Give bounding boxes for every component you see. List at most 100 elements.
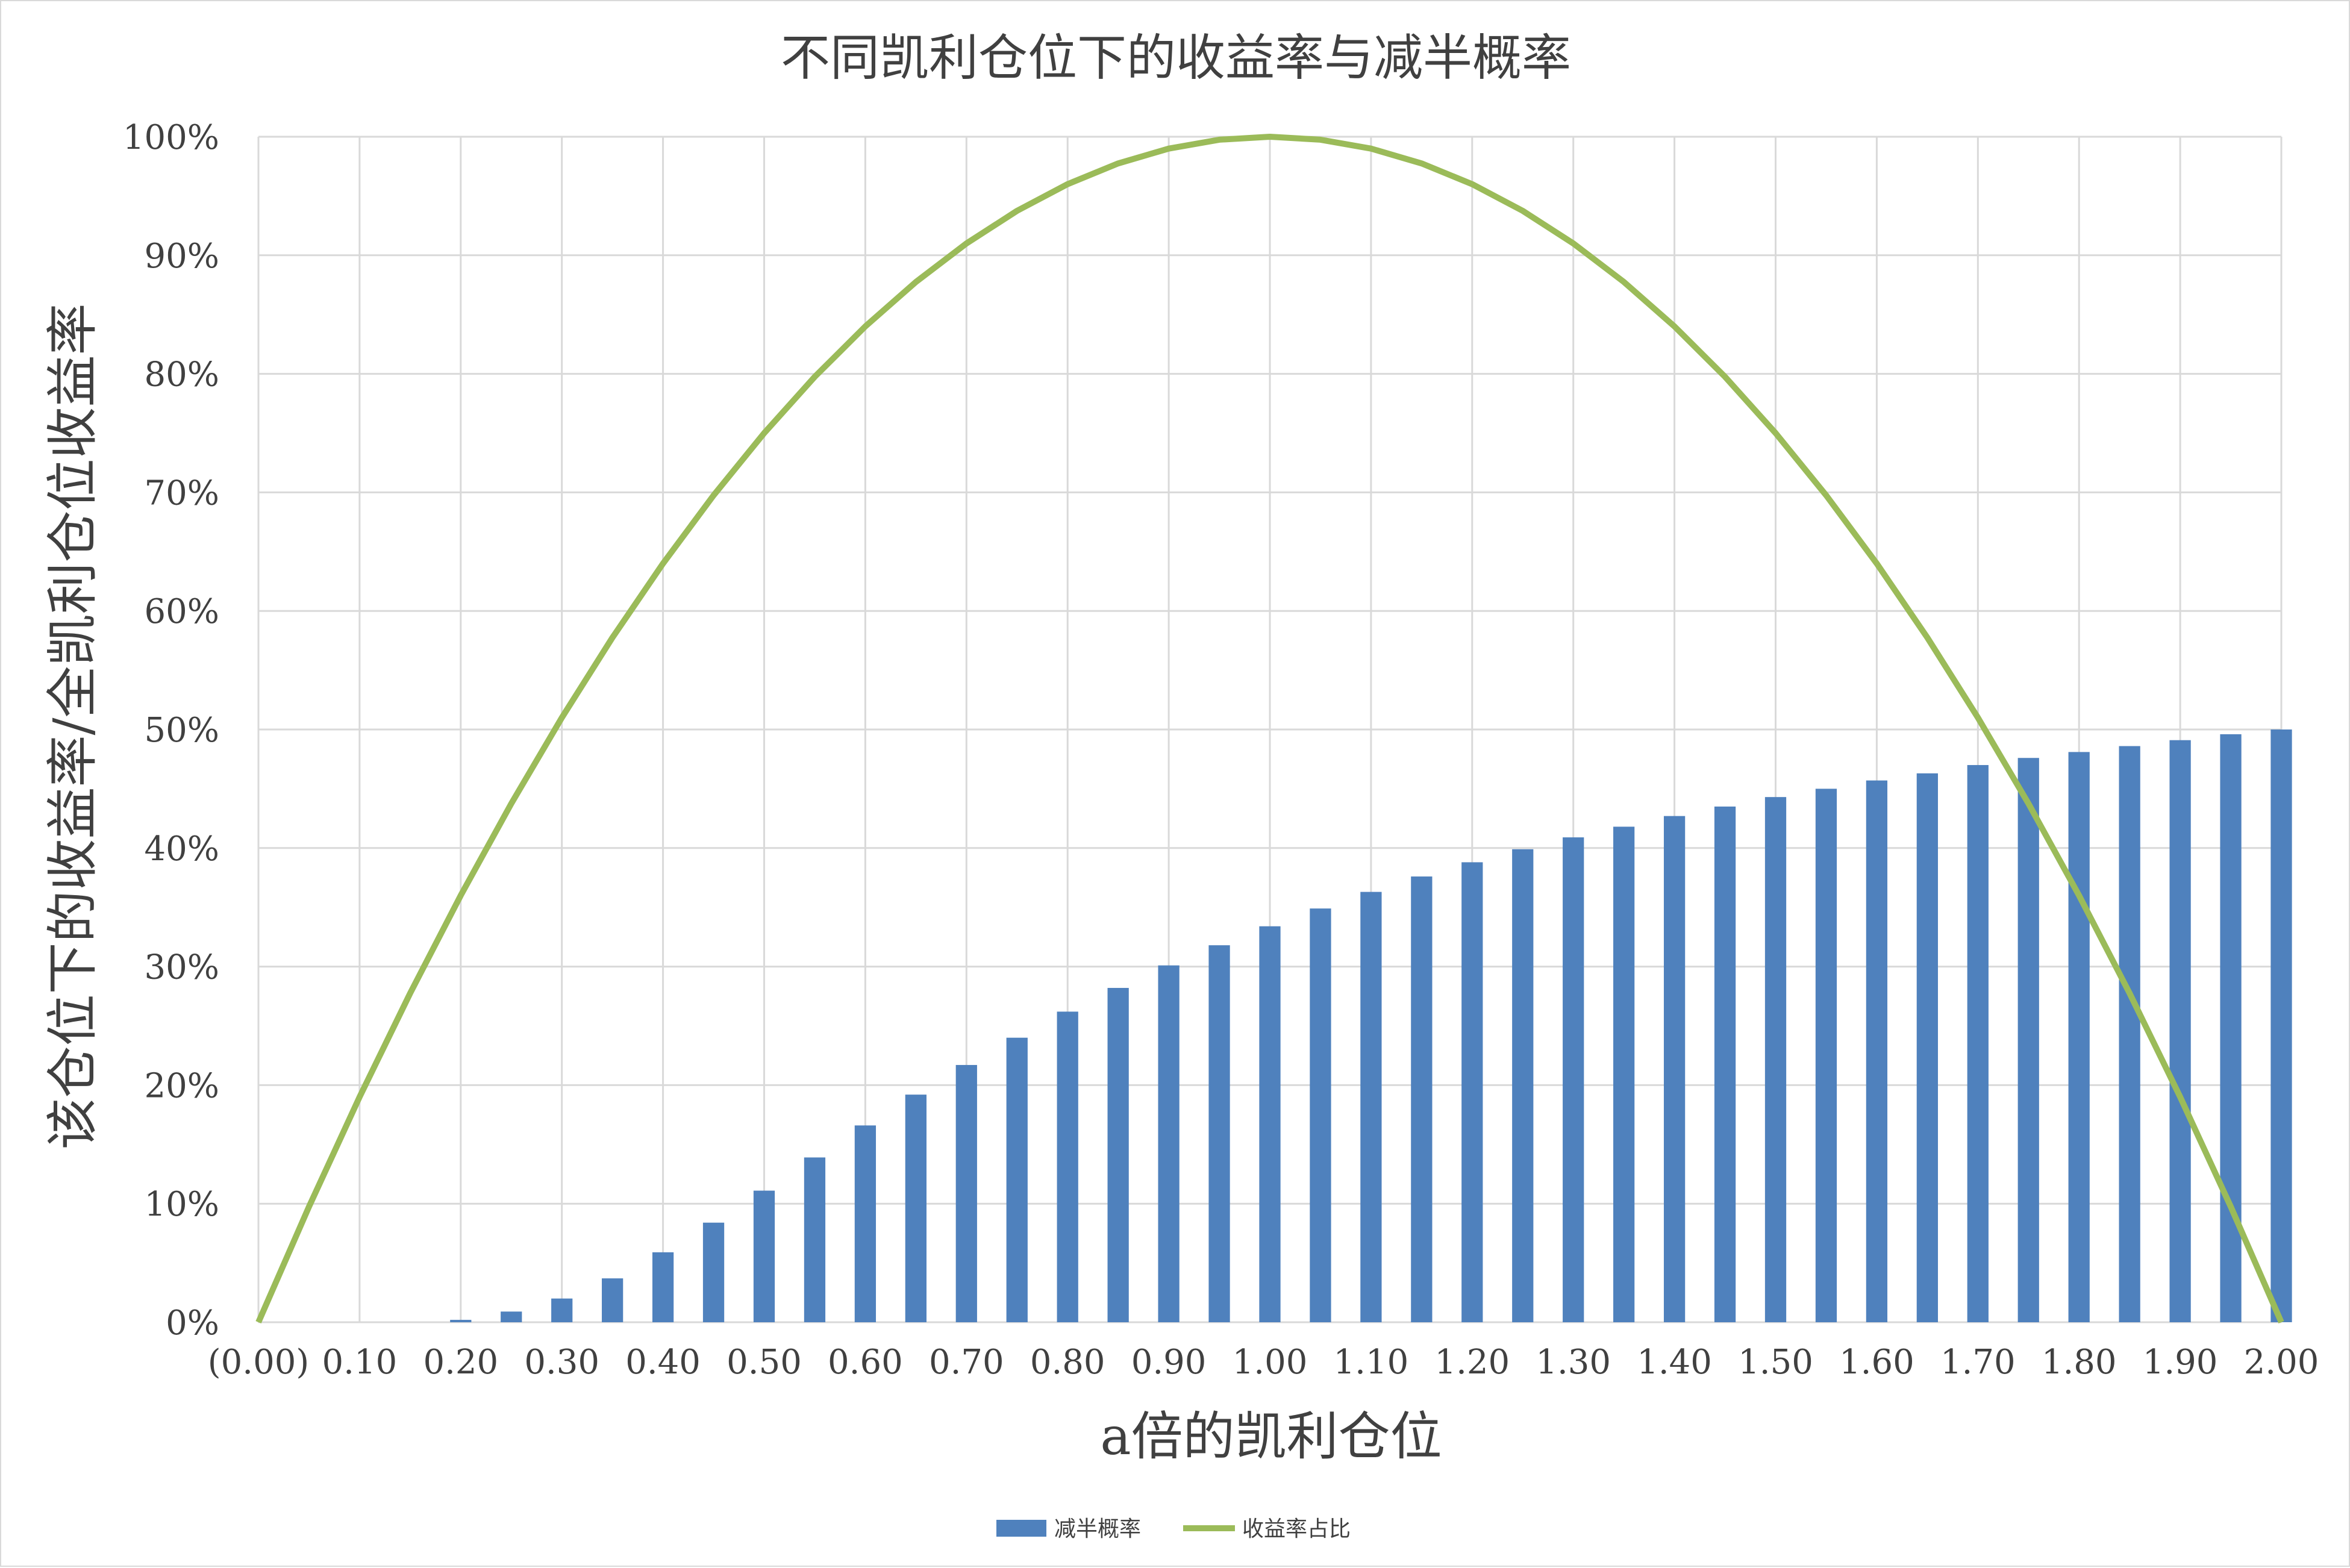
bar-halving-prob [1006,1037,1028,1322]
bar-halving-prob [602,1278,623,1322]
legend-swatch-bar [996,1520,1046,1537]
line-point [1370,148,1372,149]
line-point [1825,495,1827,496]
y-tick-label: 60% [145,592,219,631]
bar-halving-prob [702,1222,725,1322]
line-point [1421,163,1422,164]
bar-halving-prob [1411,876,1433,1322]
x-tick-label: 1.40 [1637,1343,1712,1382]
x-tick-label: 0.90 [1131,1343,1207,1382]
bar-halving-prob [753,1190,775,1322]
bar-halving-prob [2068,752,2090,1322]
bar-halving-prob [1310,908,1331,1322]
bar-series [450,729,2292,1322]
y-tick-label: 100% [123,118,219,157]
y-tick-label: 50% [145,711,219,750]
line-point [561,717,563,718]
y-tick-label: 20% [145,1066,219,1105]
y-tick-label: 40% [145,829,219,869]
y-tick-label: 70% [145,473,219,513]
x-tick-label: 1.00 [1233,1343,1308,1382]
line-point [2180,1096,2181,1098]
x-tick-label: 1.10 [1334,1343,1409,1382]
line-series [255,134,2284,1324]
bar-halving-prob [652,1252,674,1322]
bar-halving-prob [2017,758,2039,1322]
bar-halving-prob [2270,729,2292,1322]
bar-halving-prob [1613,826,1635,1322]
legend-label-bar: 减半概率 [1054,1517,1141,1541]
bar-halving-prob [1916,773,1938,1322]
bar-halving-prob [1259,926,1281,1322]
line-point [258,1322,259,1323]
x-tick-label: 0.30 [524,1343,599,1382]
x-axis-ticks: (0.00) 0.10 0.20 0.30 0.40 0.50 0.60 0.70 0.80 0.… [208,1343,2319,1382]
line-point [612,637,613,638]
x-tick-label: 1.90 [2143,1343,2218,1382]
bar-halving-prob [804,1157,826,1322]
line-point [814,376,815,378]
bar-halving-prob [1057,1011,1078,1322]
bar-halving-prob [1512,849,1534,1322]
x-tick-label: 1.70 [1940,1343,2016,1382]
line-point [1775,433,1776,434]
bar-halving-prob [1714,806,1736,1322]
line-point [1623,281,1625,283]
x-tick-label: 0.60 [828,1343,903,1382]
x-tick-label: 0.80 [1030,1343,1105,1382]
x-tick-label: 1.80 [2042,1343,2117,1382]
x-tick-label: 2.00 [2244,1343,2319,1382]
y-tick-label: 0% [166,1304,219,1343]
bar-halving-prob [1815,789,1837,1322]
line-point [2078,895,2080,896]
y-axis-ticks: 0% 10% 20% 30% 40% 50% 60% 70% 80% 90% 100% [123,118,219,1343]
bar-halving-prob [1461,862,1483,1322]
y-tick-label: 30% [145,948,219,987]
bar-halving-prob [1764,797,1787,1322]
y-axis-title: 该仓位下的收益率/全凯利仓位收益率 [43,304,103,1150]
x-tick-label: 1.30 [1536,1343,1611,1382]
bar-halving-prob [854,1125,877,1322]
y-tick-label: 80% [145,355,219,395]
x-tick-label: 0.20 [423,1343,498,1382]
bar-halving-prob [1563,837,1584,1322]
x-tick-label: 1.50 [1738,1343,1813,1382]
chart-title: 不同凯利仓位下的收益率与减半概率 [781,30,1571,87]
bar-halving-prob [905,1095,927,1322]
bar-halving-prob [450,1320,472,1322]
bar-halving-prob [1208,945,1230,1322]
bar-halving-prob [1866,780,1888,1322]
line-point [1117,163,1119,164]
x-tick-label: 0.50 [727,1343,802,1382]
line-point [359,1096,360,1098]
bar-halving-prob [501,1311,522,1322]
x-tick-label: 1.20 [1434,1343,1510,1382]
bar-halving-prob [551,1298,573,1322]
bar-halving-prob [1107,988,1129,1322]
y-tick-label: 10% [145,1185,219,1224]
line-point [1219,139,1220,140]
bar-halving-prob [2119,746,2140,1322]
y-tick-label: 90% [145,237,219,276]
x-tick-label: 0.10 [322,1343,398,1382]
x-tick-label: 0.70 [929,1343,1004,1382]
bar-halving-prob [1967,765,1989,1322]
x-axis-title: a倍的凯利仓位 [1100,1407,1442,1467]
bar-halving-prob [1663,816,1686,1322]
bar-halving-prob [1158,965,1180,1322]
line-point [2281,1322,2282,1323]
x-tick-label: 0.40 [625,1343,701,1382]
x-tick-label: 1.60 [1839,1343,1914,1382]
bar-halving-prob [2169,740,2191,1322]
line-point [713,495,714,496]
x-tick-label: (0.00) [208,1343,309,1382]
legend-label-line: 收益率占比 [1242,1517,1351,1541]
bar-halving-prob [2220,734,2242,1322]
bar-halving-prob [955,1064,977,1322]
bar-halving-prob [1360,892,1382,1322]
line-point [1927,637,1928,638]
legend: 减半概率 收益率占比 [996,1517,1351,1541]
line-point [460,895,461,896]
